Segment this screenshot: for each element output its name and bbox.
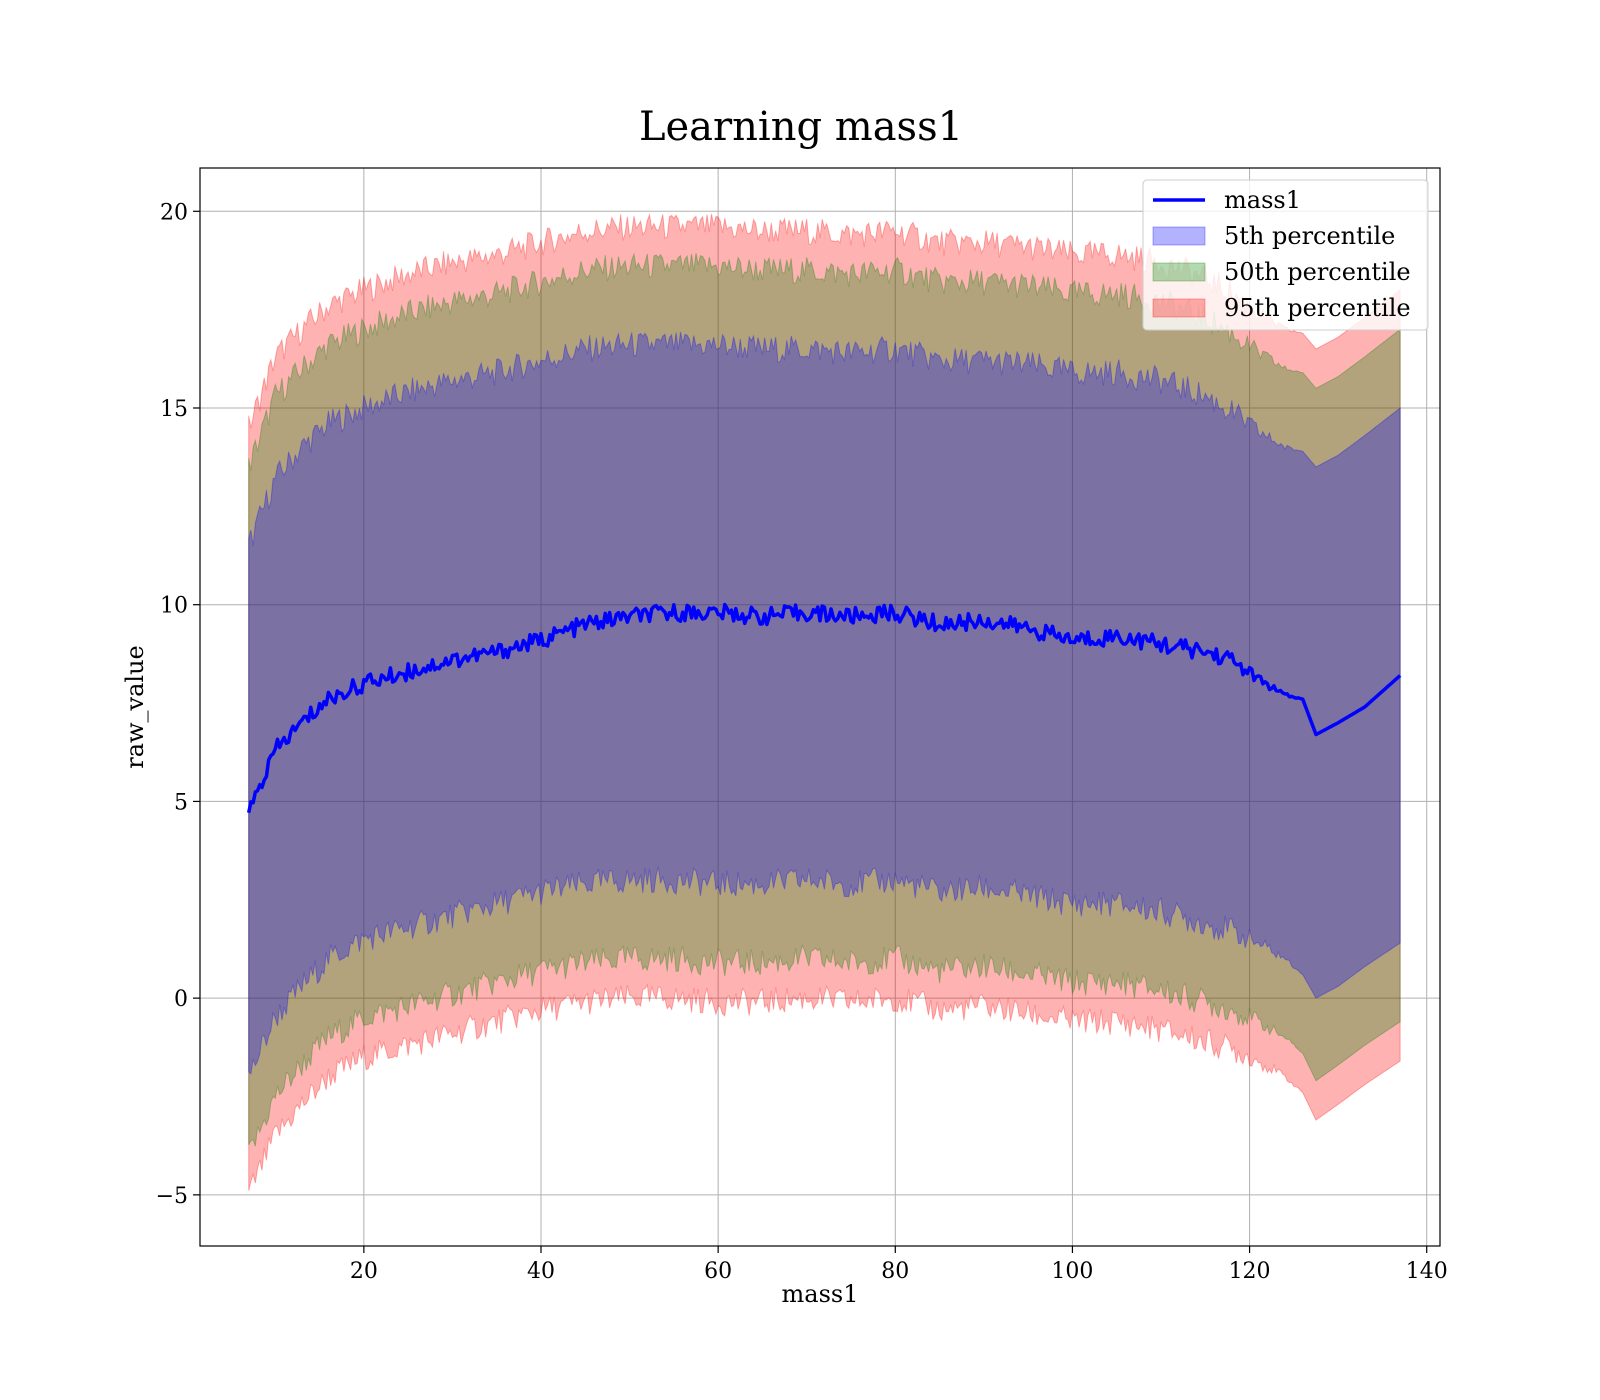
legend-swatch-50th: [1152, 262, 1206, 282]
legend: mass1 5th percentile 50th percentile 95t…: [1142, 179, 1429, 331]
legend-swatch-95th: [1152, 298, 1206, 318]
legend-swatch-5th: [1152, 226, 1206, 246]
x-tick-label: 60: [704, 1259, 732, 1284]
band-5th-percentile: [248, 331, 1401, 1075]
x-tick-label: 40: [527, 1259, 555, 1284]
series-lines: [246, 602, 1402, 814]
x-tick-label: 100: [1051, 1259, 1093, 1284]
y-axis-ticks: −5 0 5 10 15 20: [156, 200, 200, 1209]
band-95th-percentile: [248, 212, 1401, 1191]
legend-box: [1142, 179, 1429, 331]
percentile-bands: [248, 212, 1401, 1191]
y-tick-label: 5: [174, 790, 188, 815]
y-tick-label: 20: [160, 200, 188, 225]
x-tick-label: 20: [350, 1259, 378, 1284]
y-tick-label: 15: [160, 397, 188, 422]
x-tick-label: 140: [1406, 1259, 1448, 1284]
y-axis-label: raw_value: [121, 645, 149, 769]
legend-label-mass1: mass1: [1224, 186, 1301, 214]
legend-label-5th: 5th percentile: [1224, 222, 1395, 250]
y-tick-label: 0: [174, 987, 188, 1012]
legend-label-95th: 95th percentile: [1224, 294, 1411, 322]
x-axis-label: mass1: [782, 1280, 859, 1308]
series-line-mass1: [246, 602, 1402, 814]
plot-frame: [199, 167, 1441, 1247]
legend-label-50th: 50th percentile: [1224, 258, 1411, 286]
band-50th-percentile: [248, 252, 1401, 1147]
y-tick-label: −5: [156, 1184, 188, 1209]
chart-title: Learning mass1: [639, 104, 963, 150]
x-tick-label: 120: [1229, 1259, 1271, 1284]
x-axis-ticks: 20 40 60 80 100 120 140: [350, 1246, 1448, 1284]
x-tick-label: 80: [881, 1259, 909, 1284]
y-tick-label: 10: [160, 594, 188, 619]
